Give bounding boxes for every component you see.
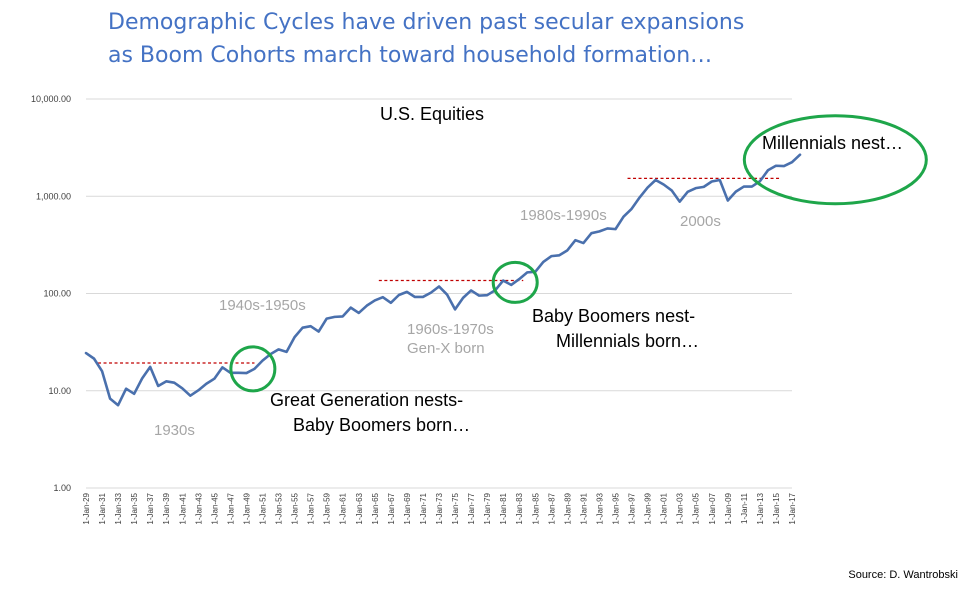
x-tick-label: 1-Jan-43: [194, 492, 203, 524]
callout-boomers-nest: Baby Boomers nest-: [532, 306, 695, 326]
x-tick-label: 1-Jan-83: [515, 492, 524, 524]
callout-great-generation: Great Generation nests-: [270, 390, 463, 410]
x-tick-label: 1-Jan-63: [355, 492, 364, 524]
x-axis: 1-Jan-29 1-Jan-31 1-Jan-33 1-Jan-35 1-Jan-37…: [82, 492, 797, 524]
y-tick-label: 1.00: [53, 483, 71, 493]
x-tick-label: 1-Jan-51: [259, 492, 268, 524]
x-tick-label: 1-Jan-55: [291, 492, 300, 524]
x-tick-label: 1-Jan-65: [371, 492, 380, 524]
x-tick-label: 1-Jan-01: [660, 492, 669, 524]
y-tick-label: 10.00: [48, 386, 71, 396]
decade-label-1940s-1950s: 1940s-1950s: [219, 297, 306, 314]
x-tick-label: 1-Jan-15: [772, 492, 781, 524]
x-tick-label: 1-Jan-97: [628, 492, 637, 524]
x-tick-label: 1-Jan-77: [467, 492, 476, 524]
x-tick-label: 1-Jan-57: [307, 492, 316, 524]
x-tick-label: 1-Jan-87: [547, 492, 556, 524]
decade-label-1980s-1990s: 1980s-1990s: [520, 207, 607, 224]
source-credit: Source: D. Wantrobski: [848, 569, 958, 581]
x-tick-label: 1-Jan-85: [531, 492, 540, 524]
decade-labels: 1930s 1940s-1950s 1960s-1970s Gen-X born…: [154, 207, 721, 439]
decade-label-1960s-1970s: 1960s-1970s: [407, 321, 494, 338]
decade-label-2000s: 2000s: [680, 213, 721, 230]
x-tick-label: 1-Jan-99: [644, 492, 653, 524]
x-tick-label: 1-Jan-33: [114, 492, 123, 524]
x-tick-label: 1-Jan-59: [323, 492, 332, 524]
callout-millennials-nest: Millennials nest…: [762, 133, 903, 153]
x-tick-label: 1-Jan-71: [419, 492, 428, 524]
highlight-circle: [742, 114, 928, 206]
x-tick-label: 1-Jan-53: [275, 492, 284, 524]
x-tick-label: 1-Jan-91: [579, 492, 588, 524]
callout-boomers-born: Baby Boomers born…: [293, 415, 470, 435]
x-tick-label: 1-Jan-09: [724, 492, 733, 524]
x-tick-label: 1-Jan-07: [708, 492, 717, 524]
x-tick-label: 1-Jan-67: [387, 492, 396, 524]
x-tick-label: 1-Jan-61: [339, 492, 348, 524]
x-tick-label: 1-Jan-37: [146, 492, 155, 524]
title-line-2: as Boom Cohorts march toward household f…: [108, 43, 713, 68]
decade-label-1930s: 1930s: [154, 422, 195, 439]
x-tick-label: 1-Jan-29: [82, 492, 91, 524]
x-tick-label: 1-Jan-41: [178, 492, 187, 524]
page-title: Demographic Cycles have driven past secu…: [108, 6, 928, 72]
x-tick-label: 1-Jan-93: [595, 492, 604, 524]
y-tick-label: 100.00: [43, 289, 71, 299]
x-tick-label: 1-Jan-81: [499, 492, 508, 524]
highlight-circles: [229, 114, 928, 393]
x-tick-label: 1-Jan-89: [563, 492, 572, 524]
us-equities-series-line: [84, 153, 802, 407]
x-tick-label: 1-Jan-49: [242, 492, 251, 524]
y-tick-label: 10,000.00: [31, 94, 71, 104]
highlight-circle: [229, 345, 277, 393]
decade-label-gen-x: Gen-X born: [407, 340, 485, 357]
x-tick-label: 1-Jan-79: [483, 492, 492, 524]
x-tick-label: 1-Jan-75: [451, 492, 460, 524]
title-line-1: Demographic Cycles have driven past secu…: [108, 10, 745, 35]
x-tick-label: 1-Jan-73: [435, 492, 444, 524]
x-tick-label: 1-Jan-39: [162, 492, 171, 524]
x-tick-label: 1-Jan-31: [98, 492, 107, 524]
x-tick-label: 1-Jan-13: [756, 492, 765, 524]
y-axis: 1.00 10.00 100.00 1,000.00 10,000.00: [31, 94, 71, 493]
x-tick-label: 1-Jan-69: [403, 492, 412, 524]
x-tick-label: 1-Jan-05: [692, 492, 701, 524]
callout-labels: Great Generation nests- Baby Boomers bor…: [270, 133, 903, 435]
callout-millennials-born: Millennials born…: [556, 331, 699, 351]
x-tick-label: 1-Jan-03: [676, 492, 685, 524]
chart-title: U.S. Equities: [380, 104, 484, 124]
highlight-circle: [491, 260, 539, 304]
x-tick-label: 1-Jan-47: [226, 492, 235, 524]
x-tick-label: 1-Jan-17: [788, 492, 797, 524]
x-tick-label: 1-Jan-11: [740, 492, 749, 524]
x-tick-label: 1-Jan-95: [612, 492, 621, 524]
y-tick-label: 1,000.00: [36, 191, 71, 201]
x-tick-label: 1-Jan-45: [210, 492, 219, 524]
x-tick-label: 1-Jan-35: [130, 492, 139, 524]
